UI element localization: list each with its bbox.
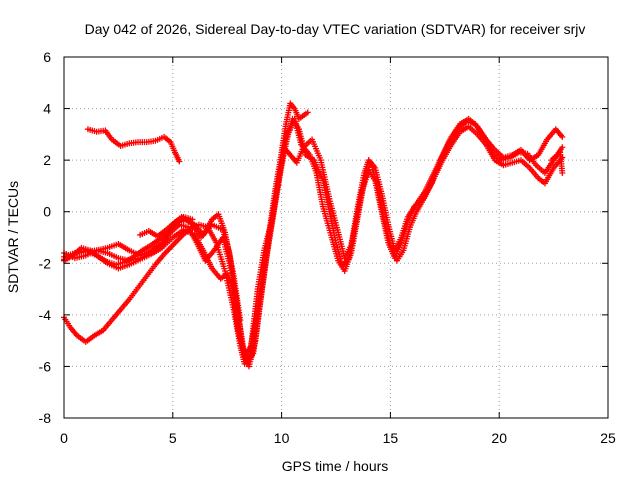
data-point [176, 158, 183, 165]
series-arc-5 [61, 115, 566, 370]
x-tick-label: 10 [274, 430, 290, 446]
grid [64, 57, 608, 418]
y-tick-label: -2 [39, 255, 52, 271]
data-point [237, 317, 244, 324]
x-axis-title: GPS time / hours [282, 458, 389, 474]
data-point [304, 109, 311, 116]
data-point [559, 170, 566, 177]
x-tick-label: 15 [383, 430, 399, 446]
chart-title: Day 042 of 2026, Sidereal Day-to-day VTE… [85, 21, 586, 37]
data-point [559, 133, 566, 140]
y-tick-label: -4 [39, 307, 52, 323]
series-arc-8 [548, 149, 566, 177]
y-tick-label: 0 [43, 204, 51, 220]
y-tick-label: 2 [43, 152, 51, 168]
y-tick-label: 6 [43, 49, 51, 65]
x-tick-label: 25 [600, 430, 616, 446]
y-axis-title: SDTVAR / TECUs [5, 181, 21, 293]
data-points [61, 100, 566, 370]
axis-ticks: 0 5 10 15 20 25 -8 -6 -4 -2 0 2 4 6 [39, 49, 616, 446]
plot-frame [63, 56, 609, 419]
y-tick-label: -8 [39, 410, 52, 426]
y-tick-label: -6 [39, 358, 52, 374]
x-tick-label: 5 [169, 430, 177, 446]
data-point [189, 216, 196, 223]
x-tick-label: 20 [491, 430, 507, 446]
x-tick-label: 0 [60, 430, 68, 446]
data-point [559, 144, 566, 151]
y-tick-label: 4 [43, 101, 51, 117]
series-arc-1 [84, 126, 183, 165]
series-arc-7 [137, 213, 196, 240]
